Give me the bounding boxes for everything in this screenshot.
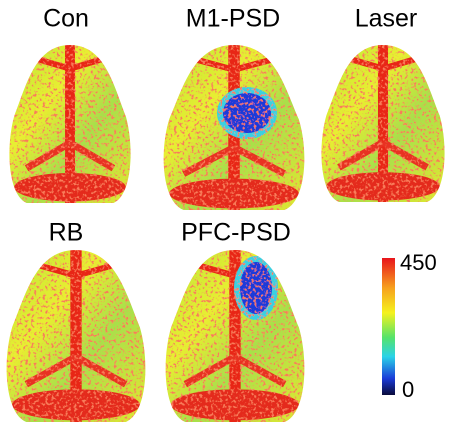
sinus: [171, 389, 299, 421]
branch-vessel: [24, 139, 116, 172]
brain-image: [321, 45, 445, 202]
panel-label: Con: [43, 5, 89, 33]
branch-vessel: [181, 144, 287, 177]
sinus: [14, 172, 126, 202]
brain-image: [165, 250, 305, 422]
panel-label: PFC-PSD: [181, 219, 291, 247]
midline-vessel: [229, 250, 241, 422]
colorbar-max: 450: [400, 250, 437, 275]
lesion: [240, 262, 272, 314]
panel-label: M1-PSD: [186, 5, 280, 33]
panel-label: RB: [49, 219, 84, 247]
midline-vessel: [377, 45, 389, 202]
colorbar: [382, 258, 395, 395]
midline-vessel: [70, 250, 82, 422]
branch-vessel: [337, 139, 429, 171]
brain-image: [6, 250, 146, 422]
sinus: [12, 389, 140, 421]
sinus: [326, 172, 440, 201]
branch-vessel: [24, 353, 128, 388]
brain-image: [163, 45, 305, 210]
lesion: [223, 93, 271, 133]
panel-label: Laser: [355, 5, 418, 33]
colorbar-min: 0: [402, 377, 414, 402]
branch-vessel: [183, 353, 287, 388]
sinus: [169, 178, 299, 209]
midline-vessel: [65, 45, 75, 203]
brain-image: [9, 45, 131, 203]
